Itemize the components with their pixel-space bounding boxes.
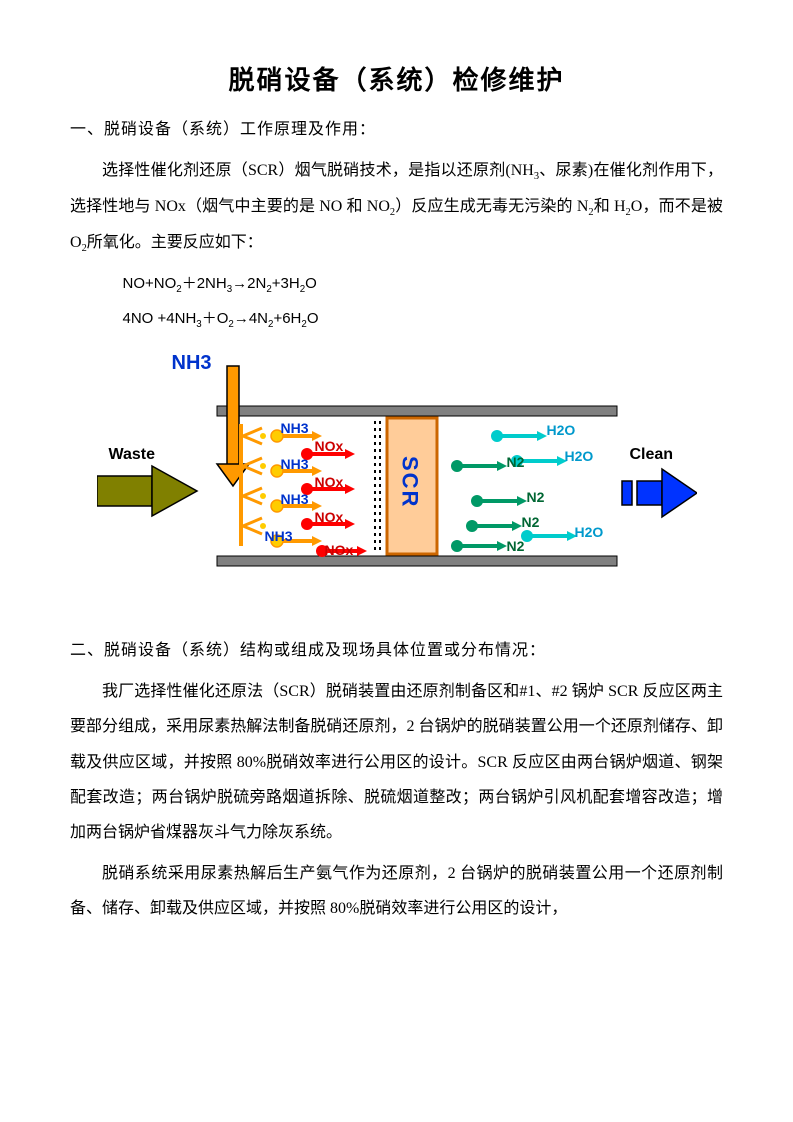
label-h2o-3: H2O [575,524,604,540]
label-nh3-1: NH3 [281,420,309,436]
eq2e: O [307,310,319,327]
scr-diagram: NH3 Waste Clean SCR NH3 NOx NH3 NOx NH3 … [97,346,697,606]
label-nh3-4: NH3 [265,528,293,544]
eq1c: →2N [232,275,266,292]
eq2a: 4NO +4NH [123,310,197,327]
label-clean: Clean [630,446,674,464]
section2-para2: 脱硝系统采用尿素热解后生产氨气作为还原剂，2 台锅炉的脱硝装置公用一个还原剂制备… [70,856,723,926]
section2-heading: 二、脱硝设备（系统）结构或组成及现场具体位置或分布情况： [70,636,723,660]
page-title: 脱硝设备（系统）检修维护 [70,60,723,97]
eq2b: ＋O [202,310,229,327]
label-n2-3: N2 [522,514,540,530]
s1p1d: 和 H [594,198,626,215]
s1p1f: 所氧化。主要反应如下： [87,234,263,251]
label-nox-4: NOx [325,542,354,558]
section1-para1: 选择性催化剂还原（SCR）烟气脱硝技术，是指以还原剂(NH3、尿素)在催化剂作用… [70,153,723,261]
label-n2-4: N2 [507,538,525,554]
eq1d: +3H [272,275,300,292]
label-scr: SCR [397,456,423,508]
label-waste: Waste [109,446,156,464]
label-nh3-3: NH3 [281,491,309,507]
label-n2-2: N2 [527,489,545,505]
s1p1a: 选择性催化剂还原（SCR）烟气脱硝技术，是指以还原剂(NH [102,162,534,179]
section1-heading: 一、脱硝设备（系统）工作原理及作用： [70,115,723,139]
eq2d: +6H [273,310,301,327]
label-nox-3: NOx [315,509,344,525]
label-nox-1: NOx [315,438,344,454]
eq1e: O [305,275,317,292]
equation-2: 4NO +4NH3＋O2→4N2+6H2O [123,302,724,337]
label-nh3-2: NH3 [281,456,309,472]
s1p1c: ）反应生成无毒无污染的 N [395,198,588,215]
label-nox-2: NOx [315,474,344,490]
label-h2o-2: H2O [565,448,594,464]
label-n2-1: N2 [507,454,525,470]
section2-para1: 我厂选择性催化还原法（SCR）脱硝装置由还原剂制备区和#1、#2 锅炉 SCR … [70,674,723,850]
label-h2o-1: H2O [547,422,576,438]
equation-1: NO+NO2＋2NH3→2N2+3H2O [123,267,724,302]
eq2c: →4N [234,310,268,327]
label-nh3-top: NH3 [172,352,212,375]
eq1b: ＋2NH [182,275,227,292]
eq1a: NO+NO [123,275,177,292]
